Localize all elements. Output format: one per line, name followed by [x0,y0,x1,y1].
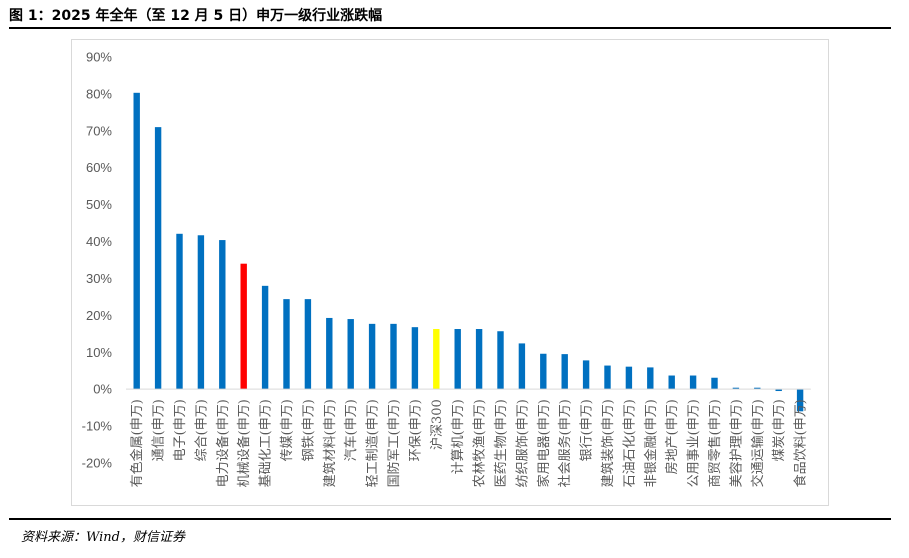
x-tick-label: 煤炭(申万) [772,399,787,461]
bar [390,323,397,390]
x-tick-label: 非银金融(申万) [643,399,659,487]
x-tick-label: 建筑材料(申万) [322,399,338,487]
x-tick-label: 食品饮料(申万) [793,399,809,487]
y-tick-label: 90% [86,50,112,65]
bar [176,233,183,390]
bar [604,365,611,390]
bar [133,92,140,390]
bottom-rule [9,518,891,520]
x-tick-label: 电子(申万) [173,399,188,461]
bar [219,240,226,390]
x-tick-label: 银行(申万) [580,399,595,461]
y-axis-ticks: 90% 80% 70% 60% 50% 40% 30% 20% 10% 0% -10% -20% [82,50,113,471]
bar [732,387,740,390]
bar [326,317,333,390]
bar [261,285,269,390]
bar [347,319,354,390]
bar [304,299,312,390]
x-tick-label: 电力设备(申万) [215,399,231,487]
y-tick-label: 0% [93,382,112,397]
x-tick-label: 农林牧渔(申万) [473,399,488,487]
x-tick-label: 汽车(申万) [343,399,359,461]
y-tick-label: 20% [86,308,112,323]
x-tick-label: 传媒(申万) [280,399,295,461]
bar [668,375,675,390]
x-tick-label: 计算机(申万) [451,399,466,474]
bar [240,263,247,390]
x-tick-label: 商贸零售(申万) [707,399,723,487]
bar [197,235,205,390]
top-rule [9,27,891,29]
bar [475,329,483,390]
bar [518,343,526,390]
x-tick-label: 沪深300 [429,399,445,450]
y-tick-label: 80% [86,86,112,101]
y-tick-label: 30% [86,271,112,286]
bar [775,389,782,392]
bar [711,377,718,390]
y-tick-label: -20% [82,456,113,471]
plot-frame [71,39,829,506]
x-tick-label: 通信(申万) [152,399,167,461]
bar [540,353,547,390]
bar [582,360,590,390]
x-tick-label: 基础化工(申万) [259,399,274,487]
bar [625,366,633,390]
x-tick-label: 国防军工(申万) [386,399,402,487]
x-tick-label: 环保(申万) [408,399,423,461]
x-tick-label: 社会服务(申万) [557,399,573,487]
x-axis-ticks: 有色金属(申万) 通信(申万) 电子(申万) 综合(申万) 电力设备(申万) 机械设备(申… [129,399,808,487]
x-tick-label: 纺织服饰(申万) [515,399,530,487]
bar [154,127,162,390]
bar [561,354,568,390]
x-tick-label: 房地产(申万) [664,399,680,474]
bar [283,299,290,390]
x-tick-label: 交通运输(申万) [750,399,766,487]
bar [411,327,419,390]
source-note: 资料来源：Wind，财信证券 [21,530,185,545]
bar [689,375,697,390]
figure-title: 图 1：2025 年全年（至 12 月 5 日）申万一级行业涨跌幅 [9,8,383,24]
x-tick-label: 医药生物(申万) [494,399,509,487]
bar [796,389,804,412]
x-tick-label: 有色金属(申万) [129,399,145,487]
bar [754,387,761,390]
y-tick-label: 70% [86,123,112,138]
y-tick-label: 60% [86,160,112,175]
bar [497,331,504,390]
y-tick-label: 50% [86,197,112,212]
x-tick-label: 家用电器(申万) [536,399,552,487]
x-tick-label: 美容护理(申万) [728,399,744,487]
bar [454,329,461,390]
y-tick-label: -10% [82,419,113,434]
bar [433,329,440,390]
x-tick-label: 机械设备(申万) [236,399,252,487]
y-tick-label: 10% [86,345,112,360]
bar [647,367,654,390]
bars [133,92,804,412]
x-tick-label: 综合(申万) [194,399,209,461]
y-tick-label: 40% [86,234,112,249]
x-tick-label: 轻工制造(申万) [366,399,381,487]
x-tick-label: 石油石化(申万) [622,399,637,487]
x-tick-label: 钢铁(申万) [301,399,316,461]
x-tick-label: 建筑装饰(申万) [600,399,616,487]
x-tick-label: 公用事业(申万) [687,399,702,487]
bar [368,323,376,390]
